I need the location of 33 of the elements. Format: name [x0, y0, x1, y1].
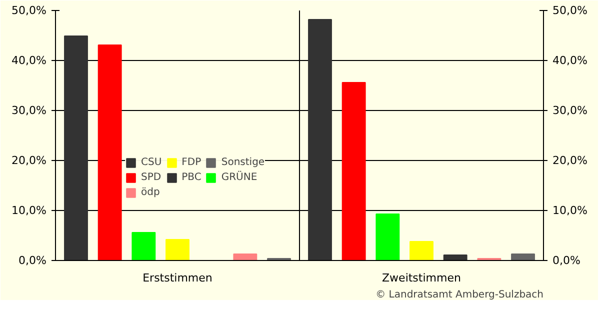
y2-tick-label: 50,0% [552, 4, 588, 17]
bar [308, 19, 332, 260]
legend-label: FDP [182, 157, 202, 168]
y2-tick-label: 10,0% [552, 204, 588, 217]
bar [132, 232, 156, 260]
y2-tick-label: 0,0% [552, 254, 580, 267]
y-tick-label: 10,0% [12, 204, 47, 217]
y-tick-label: 20,0% [12, 154, 47, 167]
legend-label: Sonstige [221, 157, 265, 168]
legend-label: CSU [141, 157, 162, 168]
bar [342, 82, 366, 260]
y2-tick-label: 40,0% [552, 54, 588, 67]
y-tick-label: 40,0% [12, 54, 47, 67]
y-tick-label: 50,0% [12, 4, 47, 17]
bar [64, 36, 88, 260]
legend-label: PBC [182, 172, 202, 183]
y2-tick-label: 30,0% [552, 104, 588, 117]
bar [233, 254, 258, 260]
y-tick-label: 0,0% [18, 254, 47, 267]
bar [98, 44, 122, 260]
x-tick-label: Zweitstimmen [382, 272, 461, 284]
text: © Landratsamt Amberg-Sulzbach [376, 290, 544, 300]
legend-label: SPD [141, 172, 162, 183]
x-tick-label: Erststimmen [142, 272, 212, 284]
bar [511, 254, 535, 260]
y2-tick-label: 20,0% [552, 154, 588, 167]
legend-label: ödp [141, 187, 160, 198]
bar [376, 214, 400, 260]
bar [443, 254, 468, 260]
bar [166, 239, 190, 260]
bar [410, 241, 434, 260]
y-tick-label: 30,0% [12, 104, 47, 117]
legend-label: GRÜNE [221, 172, 258, 183]
